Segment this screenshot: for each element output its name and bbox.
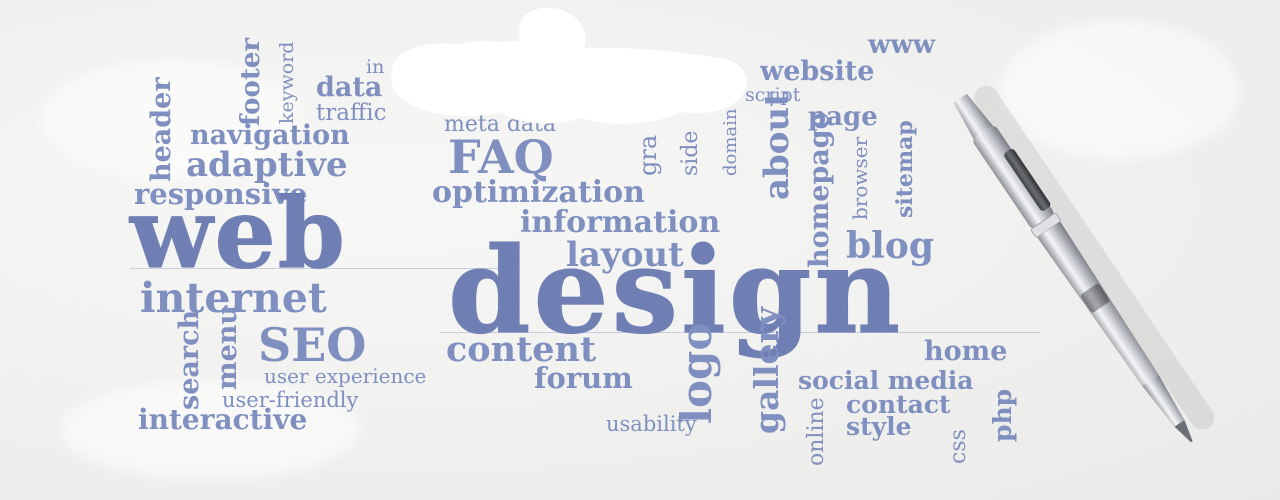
word-responsive: responsive: [134, 180, 307, 209]
word-data: data: [316, 72, 383, 103]
paper-texture: [1000, 20, 1240, 160]
word-user-friendly: user-friendly: [222, 388, 359, 412]
word-adaptive: adaptive: [186, 145, 348, 185]
word-internet: internet: [140, 274, 327, 322]
word-web: web: [130, 177, 347, 290]
word-traffic: traffic: [316, 100, 387, 126]
sketch-line: [440, 332, 1040, 333]
word-design: design: [447, 221, 904, 360]
word-layout: layout: [566, 238, 684, 272]
word-information: information: [520, 205, 721, 240]
word-contact: contact: [846, 390, 951, 419]
paper-texture: [60, 380, 360, 480]
paper-texture: [40, 60, 300, 180]
word-navigation: navigation: [190, 120, 350, 151]
word-optimization: optimization: [432, 175, 645, 210]
word-home: home: [924, 336, 1008, 367]
word-script: script: [745, 84, 801, 106]
sketch-line: [130, 268, 520, 269]
word-social-media: social media: [798, 366, 974, 395]
word-faq: FAQ: [448, 130, 554, 184]
word-interactive: interactive: [138, 403, 308, 436]
word-style: style: [846, 412, 912, 441]
word-content: content: [446, 329, 597, 370]
word-page: page: [808, 102, 878, 132]
word-forum: forum: [534, 361, 633, 395]
word-user-experience: user experience: [264, 364, 427, 388]
word-www: www: [868, 30, 936, 60]
word-seo: SEO: [258, 318, 367, 372]
word-blog: blog: [846, 228, 934, 264]
word-website: website: [760, 56, 875, 87]
word-usability: usability: [606, 412, 697, 436]
word-in: in: [366, 56, 385, 78]
